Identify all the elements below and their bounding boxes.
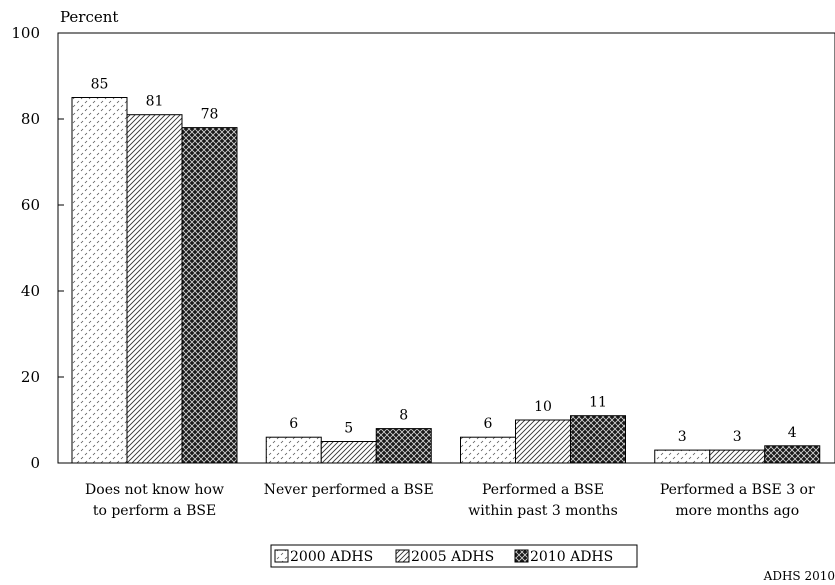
category-labels: Does not know how to perform a BSE Never p… xyxy=(85,482,815,519)
category-label: to perform a BSE xyxy=(93,503,216,519)
legend-swatch xyxy=(514,549,529,563)
bar xyxy=(570,415,626,464)
bar xyxy=(515,419,571,464)
bar xyxy=(181,127,238,464)
legend-swatch xyxy=(274,549,289,563)
category-label: more months ago xyxy=(675,503,799,519)
y-tick-label: 20 xyxy=(21,368,40,386)
bar-value-label: 10 xyxy=(534,399,552,415)
plot-frame xyxy=(57,32,835,464)
bar xyxy=(460,436,516,464)
bar-value-label: 81 xyxy=(146,94,164,110)
bar xyxy=(764,445,821,464)
bar-value-label: 85 xyxy=(91,77,109,93)
bar-value-labels: 85 81 78 6 5 8 6 10 11 3 3 4 xyxy=(91,77,797,446)
category-label: Never performed a BSE xyxy=(264,482,434,498)
bar xyxy=(709,449,766,464)
legend-label: 2005 ADHS xyxy=(411,549,494,565)
category-label: within past 3 months xyxy=(468,503,618,519)
bar-value-label: 11 xyxy=(589,395,607,411)
bar-value-label: 6 xyxy=(484,416,493,432)
bar xyxy=(71,97,128,464)
bar-value-label: 78 xyxy=(201,107,219,123)
bar-value-label: 4 xyxy=(788,425,797,441)
bar-value-label: 5 xyxy=(344,421,353,437)
legend-label: 2010 ADHS xyxy=(530,549,613,565)
legend-swatch xyxy=(395,549,410,563)
bar-value-label: 3 xyxy=(678,429,687,445)
legend-box xyxy=(270,544,638,568)
y-tick-label: 100 xyxy=(11,24,40,42)
legend: 2000 ADHS 2005 ADHS 2010 ADHS xyxy=(270,544,638,568)
y-tick-label: 80 xyxy=(21,110,40,128)
y-axis-label: Percent xyxy=(60,8,118,26)
bar xyxy=(320,441,377,464)
legend-label: 2000 ADHS xyxy=(290,549,373,565)
y-tick-label: 40 xyxy=(21,282,40,300)
bar xyxy=(654,449,711,464)
bar-value-label: 8 xyxy=(399,408,408,424)
source-note: ADHS 2010 xyxy=(763,569,835,583)
bar-value-label: 3 xyxy=(733,429,742,445)
bar-value-label: 6 xyxy=(289,416,298,432)
y-axis: 0 20 40 60 80 100 xyxy=(11,24,835,472)
bar xyxy=(375,428,432,464)
category-label: Performed a BSE 3 or xyxy=(660,482,815,498)
bar xyxy=(265,436,322,464)
category-label: Performed a BSE xyxy=(482,482,604,498)
y-tick-label: 60 xyxy=(21,196,40,214)
y-tick-label: 0 xyxy=(30,454,40,472)
category-label: Does not know how xyxy=(85,482,224,498)
bars xyxy=(71,97,821,464)
bar xyxy=(126,114,183,464)
